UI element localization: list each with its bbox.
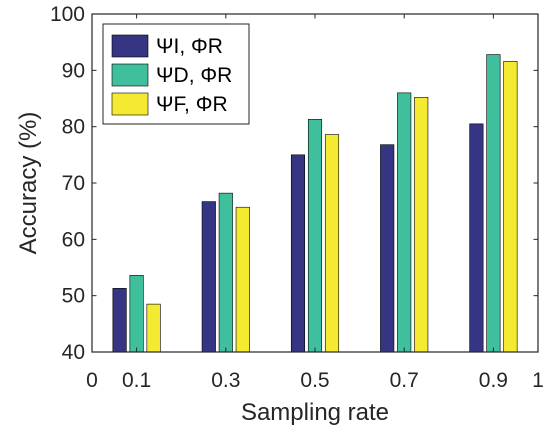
bar-3-0.5	[324, 134, 340, 353]
legend-label-1: ΨI, ΦR	[156, 35, 223, 58]
legend-swatch-2	[111, 63, 149, 87]
bar-1-0.1	[112, 288, 127, 353]
y-tick-labels: 40 50 60 70 80 90 100	[50, 3, 85, 364]
y-tick-label-1: 50	[62, 285, 85, 308]
y-tick-label-6: 100	[50, 3, 85, 26]
y-tick-label-4: 80	[62, 116, 85, 139]
x-tick-label-3: 0.5	[300, 369, 329, 392]
legend: ΨI, ΦR ΨD, ΦR ΨF, ΦR	[102, 23, 250, 125]
bar-3-0.1	[146, 303, 161, 353]
x-tick-labels: 0 0.1 0.3 0.5 0.7 0.9 1	[86, 369, 544, 392]
x-tick-label-1: 0.1	[122, 369, 151, 392]
x-tick-label-6: 1	[532, 369, 544, 392]
bar-1-0.5	[290, 154, 306, 353]
legend-swatch-3	[111, 92, 149, 116]
y-tick-label-0: 40	[62, 341, 85, 364]
bar-2-0.1	[129, 275, 144, 353]
x-tick-label-5: 0.9	[479, 369, 508, 392]
bar-1-0.7	[380, 144, 395, 353]
x-tick-label-2: 0.3	[211, 369, 240, 392]
y-tick-label-3: 70	[62, 172, 85, 195]
y-tick-label-2: 60	[62, 228, 85, 251]
y-axis-label: Accuracy (%)	[15, 112, 42, 255]
legend-swatch-1	[111, 34, 149, 58]
bar-2-0.7	[397, 92, 412, 353]
x-tick-label-0: 0	[86, 369, 98, 392]
x-axis-label: Sampling rate	[241, 399, 389, 426]
bar-2-0.9	[486, 54, 501, 353]
legend-label-2: ΨD, ΦR	[156, 64, 232, 87]
bar-3-0.9	[503, 61, 518, 353]
bar-1-0.3	[201, 201, 216, 353]
axes-box	[91, 13, 539, 353]
bar-2-0.3	[218, 192, 233, 353]
bar-2-0.5	[307, 119, 323, 353]
y-tick-label-5: 90	[62, 59, 85, 82]
bar-1-0.9	[469, 123, 484, 353]
legend-items: ΨI, ΦR ΨD, ΦR ΨF, ΦR	[111, 34, 232, 116]
bar-3-0.3	[235, 206, 250, 353]
bars	[112, 54, 518, 353]
legend-label-3: ΨF, ΦR	[156, 93, 228, 116]
bar-3-0.7	[414, 97, 429, 353]
x-tick-label-4: 0.7	[390, 369, 419, 392]
